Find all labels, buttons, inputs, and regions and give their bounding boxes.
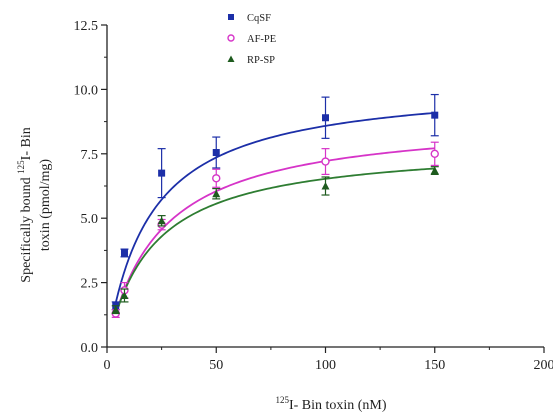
legend-marker-af-pe	[227, 34, 235, 42]
y-tick-label: 10.0	[74, 83, 99, 98]
legend-label-af-pe: AF-PE	[247, 34, 276, 45]
data-point	[158, 169, 166, 177]
data-point	[212, 174, 221, 183]
y-tick-label: 2.5	[81, 277, 99, 292]
data-points	[111, 93, 439, 318]
legend-label-rp-sp: RP-SP	[247, 55, 275, 66]
data-point	[430, 149, 439, 159]
x-tick-label: 50	[209, 358, 223, 373]
data-point	[212, 149, 220, 157]
legend: CqSF AF-PE RP-SP	[227, 13, 276, 66]
fit-curve-af-pe	[114, 147, 435, 315]
series-cqsf	[111, 93, 439, 311]
axes: 0 50 100 150 200 0.0 2.5 5.0 7.5 10.0 12.5	[74, 19, 553, 373]
data-point	[321, 157, 330, 166]
y-tick-label: 12.5	[74, 19, 99, 34]
data-point	[111, 305, 120, 314]
series-af-pe	[111, 141, 439, 318]
fit-curve-cqsf	[114, 111, 435, 303]
x-axis-title: 125I- Bin toxin (nM)	[275, 395, 386, 413]
data-point	[212, 189, 221, 198]
legend-marker-cqsf	[228, 14, 234, 20]
fit-curves	[114, 111, 435, 315]
series-rp-sp	[111, 166, 439, 315]
fit-curve-rp-sp	[114, 167, 435, 315]
x-tick-label: 200	[534, 358, 553, 373]
data-point	[322, 114, 329, 122]
data-point	[430, 166, 439, 175]
x-tick-label: 150	[424, 358, 445, 373]
y-axis-title-line2: toxin (pmol/mg)	[38, 159, 53, 252]
data-point	[157, 216, 166, 225]
data-point	[321, 182, 330, 190]
y-tick-label: 0.0	[81, 341, 99, 356]
data-point	[120, 249, 128, 257]
x-tick-label: 100	[315, 358, 336, 373]
data-point	[431, 111, 439, 119]
x-tick-label: 0	[104, 358, 111, 373]
y-axis-title-line1: Specifically bound 125I- Bin	[16, 127, 34, 282]
y-tick-label: 5.0	[81, 212, 99, 227]
data-point	[120, 291, 129, 299]
legend-label-cqsf: CqSF	[247, 13, 271, 24]
y-tick-label: 7.5	[81, 148, 99, 163]
legend-marker-rp-sp	[227, 55, 235, 62]
